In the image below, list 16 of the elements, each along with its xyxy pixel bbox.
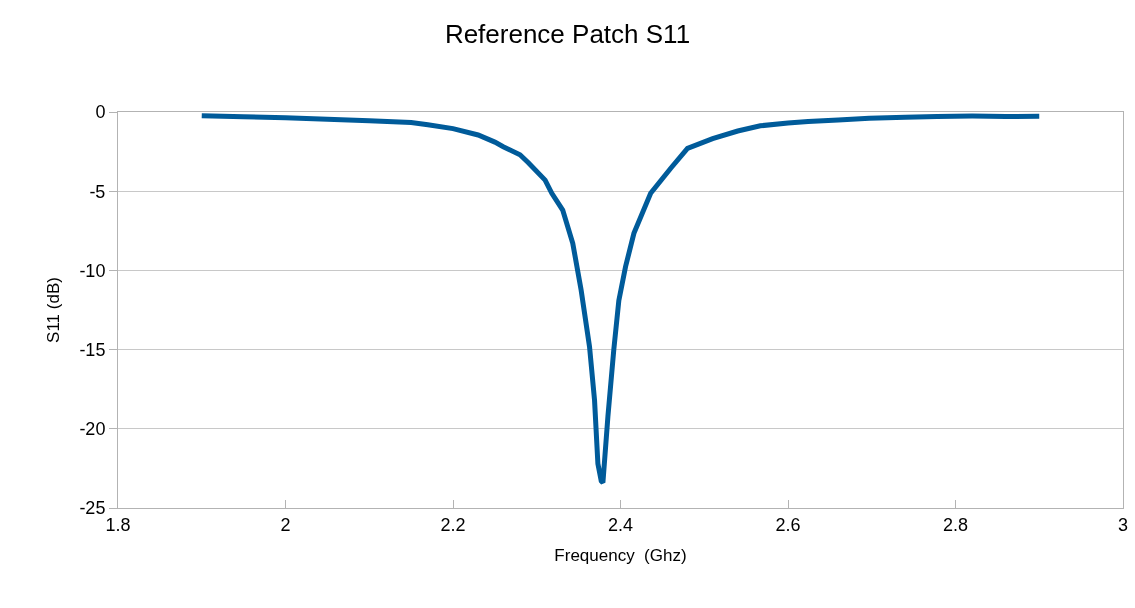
- x-tick-label: 2.8: [942, 514, 969, 535]
- y-tick-label: -25: [79, 498, 106, 519]
- chart-title: Reference Patch S11: [444, 18, 691, 49]
- y-tick-label: 0: [95, 102, 106, 123]
- x-tick-label: 2.2: [440, 514, 466, 535]
- y-tick-label: -10: [79, 260, 106, 281]
- x-tick-label: 2.6: [775, 514, 801, 535]
- x-axis-title: Frequency (Ghz): [554, 546, 687, 565]
- x-tick-label: 2.4: [607, 514, 634, 535]
- y-tick-label: -20: [79, 419, 106, 440]
- y-tick-label: -5: [89, 181, 106, 202]
- x-tick-label: 1.8: [105, 514, 131, 535]
- x-tick-label: 2: [280, 514, 291, 535]
- y-tick-label: -15: [79, 339, 106, 360]
- y-axis-title: S11 (dB): [43, 277, 63, 343]
- x-tick-label: 3: [1117, 514, 1129, 535]
